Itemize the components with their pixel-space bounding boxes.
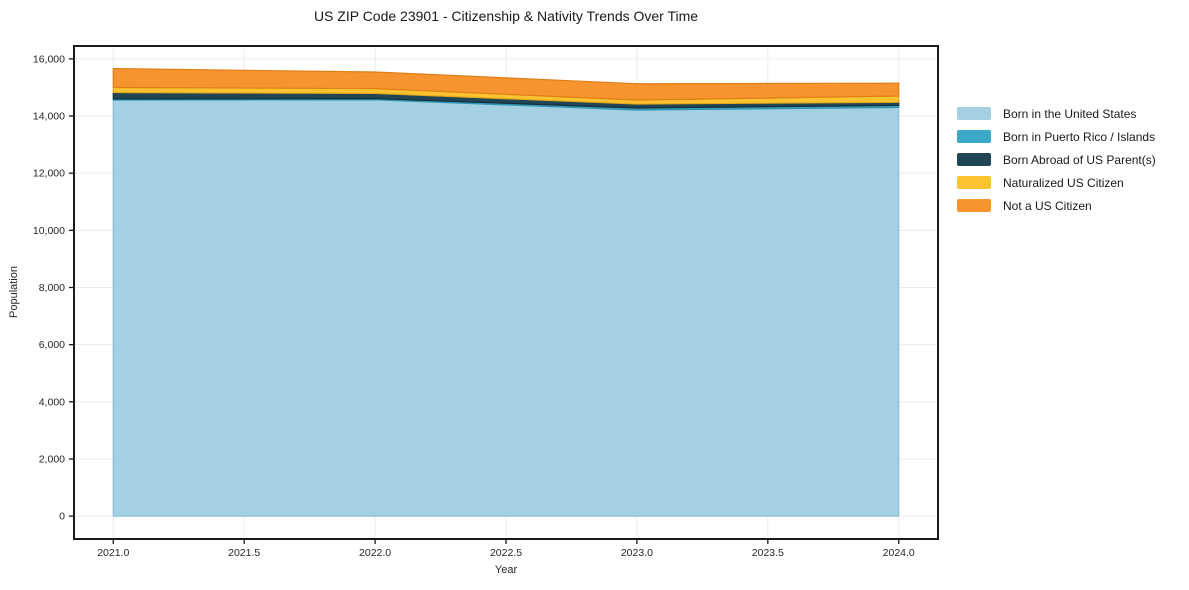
legend-swatch-not-a-us-citizen [957,199,991,212]
x-tick-label: 2024.0 [883,547,915,559]
x-tick-label: 2023.0 [621,547,653,559]
legend-label: Born in the United States [1003,106,1137,121]
legend-label: Not a US Citizen [1003,198,1092,213]
legend-label: Born Abroad of US Parent(s) [1003,152,1156,167]
y-tick-label: 12,000 [33,168,65,180]
legend-swatch-born-abroad-of-us-parents [957,153,991,166]
x-tick-label: 2022.0 [359,547,391,559]
x-tick-label: 2021.0 [97,547,129,559]
legend-swatch-born-in-puerto-rico-islands [957,130,991,143]
chart-title: US ZIP Code 23901 - Citizenship & Nativi… [313,8,699,24]
area-series-not-a-us-citizen [112,67,900,101]
legend-swatch-naturalized-us-citizen [957,176,991,189]
y-tick-label: 0 [59,511,65,523]
legend-item: Naturalized US Citizen [957,175,1156,190]
area-series-born-in-the-united-states [112,99,900,517]
y-tick-label: 8,000 [39,282,65,294]
plot-border [73,45,939,540]
legend-label: Born in Puerto Rico / Islands [1003,129,1156,144]
y-axis-label: Population [8,266,20,318]
y-tick-label: 2,000 [39,453,65,465]
y-tick-label: 4,000 [39,396,65,408]
legend-item: Born in Puerto Rico / Islands [957,129,1156,144]
legend-item: Not a US Citizen [957,198,1156,213]
legend-item: Born Abroad of US Parent(s) [957,152,1156,167]
legend-swatch-born-in-united-states [957,107,991,120]
legend-item: Born in the United States [957,106,1156,121]
y-tick-label: 10,000 [33,225,65,237]
x-tick-label: 2022.5 [490,547,522,559]
legend: Born in the United States Born in Puerto… [957,107,1156,222]
x-tick-label: 2023.5 [752,547,784,559]
x-tick-label: 2021.5 [228,547,260,559]
legend-label: Naturalized US Citizen [1003,175,1124,190]
y-tick-label: 6,000 [39,339,65,351]
x-axis-label: Year [494,564,518,576]
y-tick-label: 16,000 [33,53,65,65]
y-tick-label: 14,000 [33,111,65,123]
